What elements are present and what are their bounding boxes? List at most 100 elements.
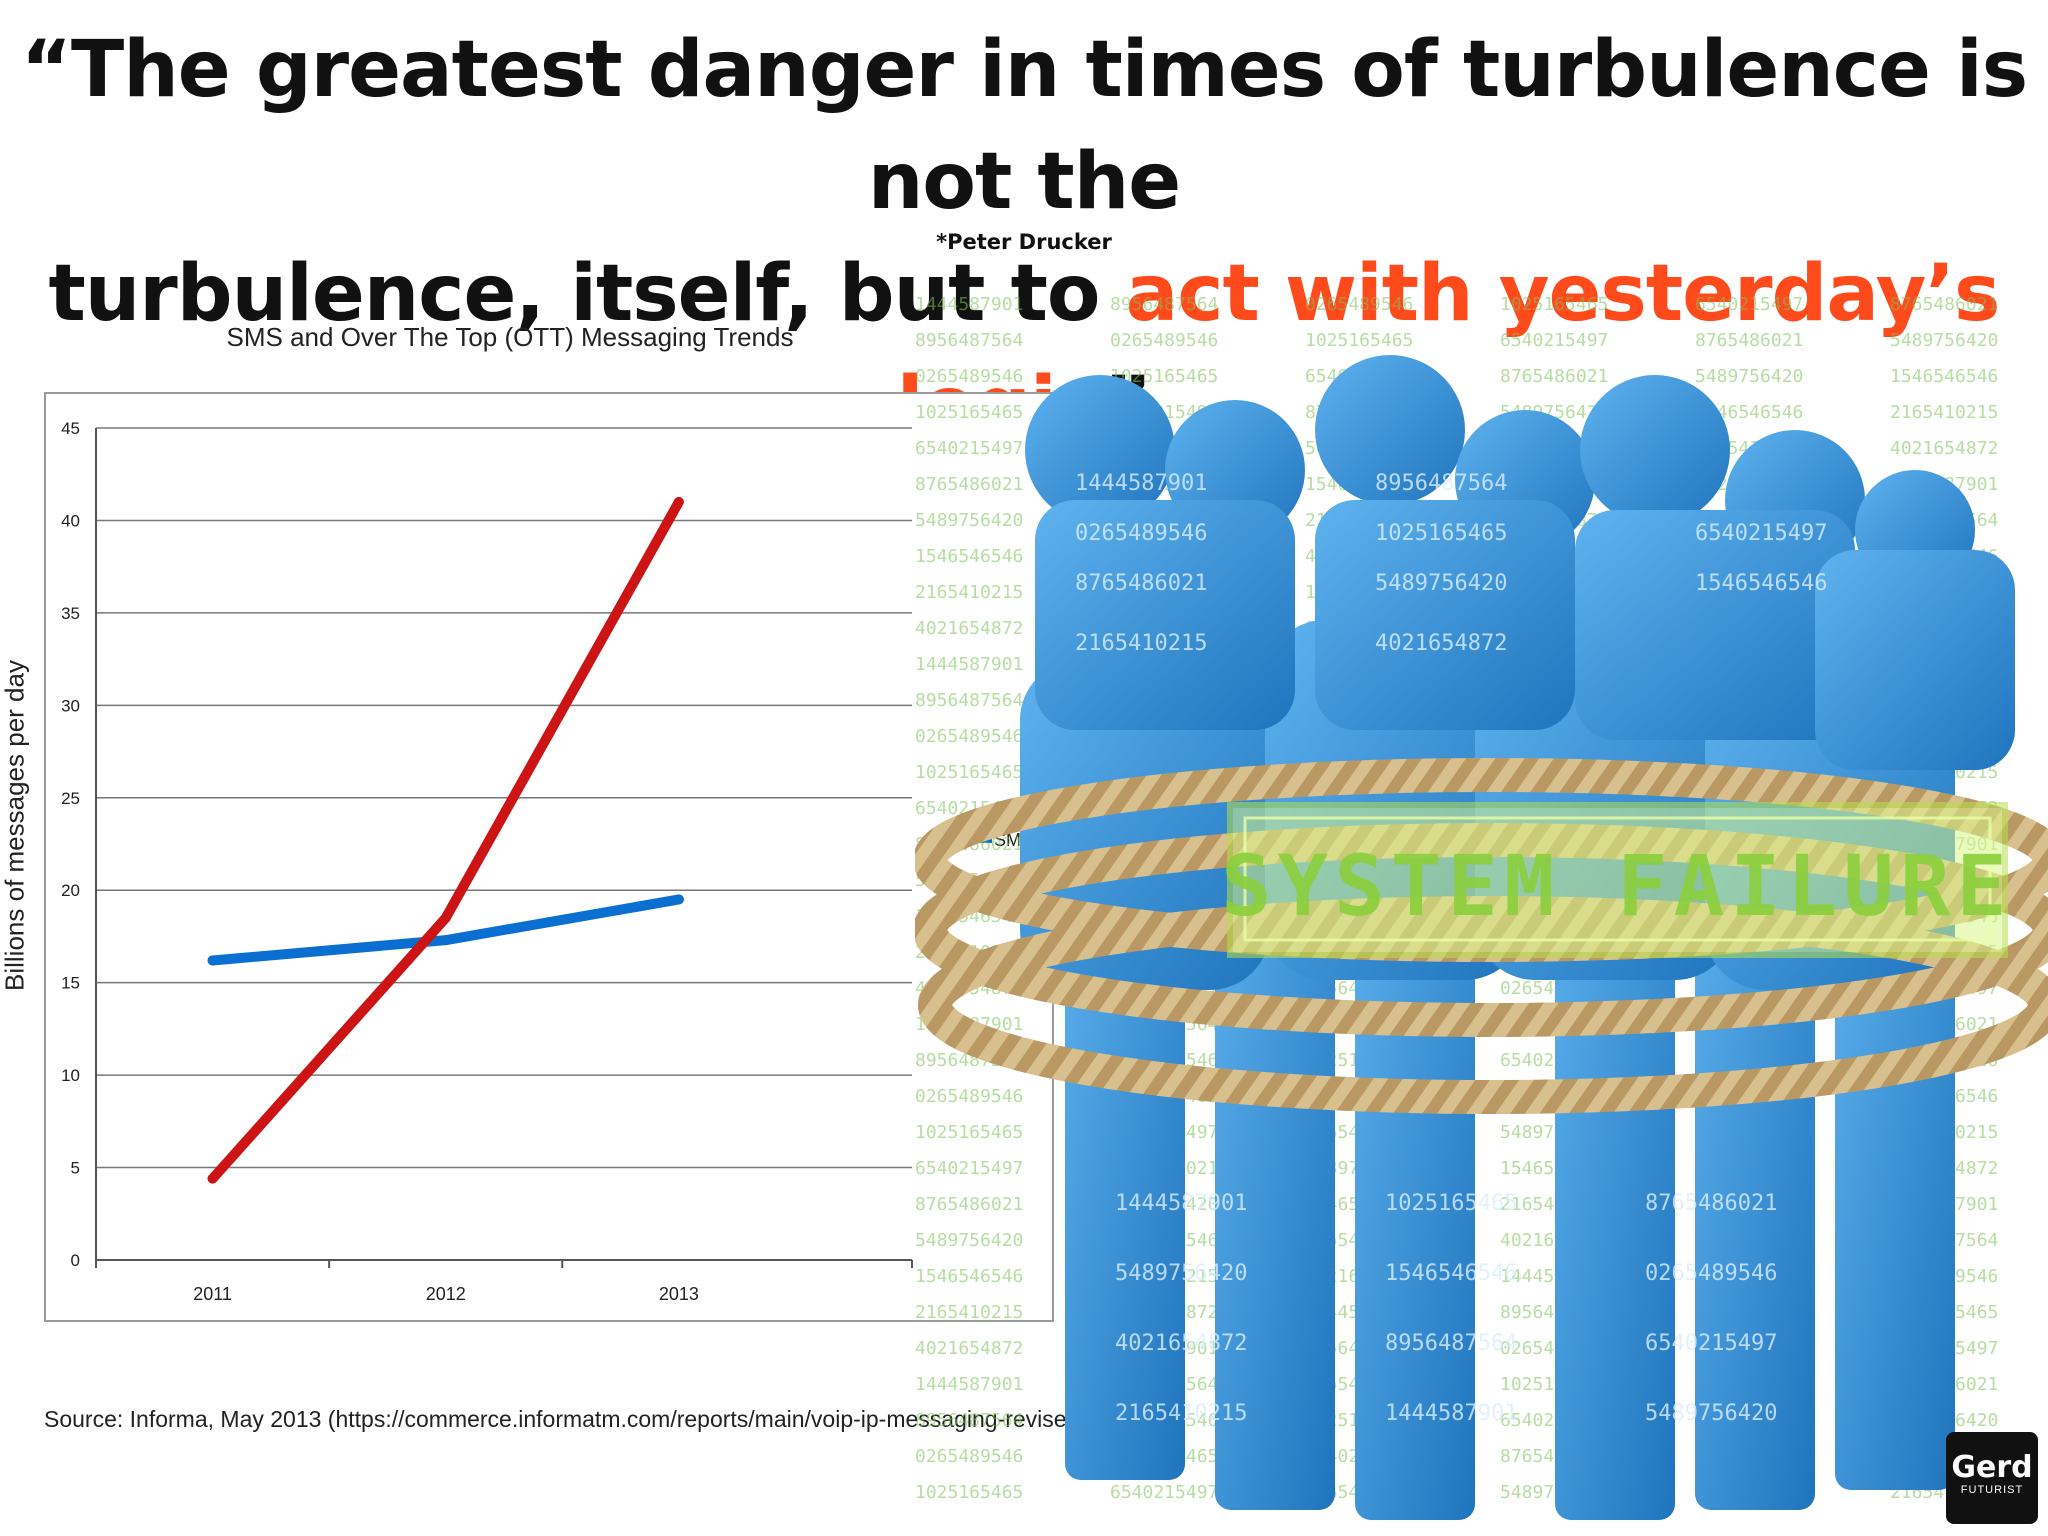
background-digit-string: 8956487564 [915, 690, 1023, 711]
y-tick-label: 15 [61, 974, 80, 993]
background-digit-string: 0265489546 [915, 1086, 1023, 1107]
svg-text:4021654872: 4021654872 [1115, 1331, 1247, 1356]
background-digit-string: 6540215497 [1110, 1482, 1218, 1503]
chart-title: SMS and Over The Top (OTT) Messaging Tre… [226, 322, 794, 352]
background-digit-string: 8956487564 [915, 330, 1023, 351]
quote-line-2-start: turbulence, itself, but to [48, 249, 1126, 339]
y-tick-label: 25 [61, 789, 80, 808]
background-digit-string: 2165410215 [915, 1302, 1023, 1323]
y-tick-label: 0 [71, 1251, 80, 1270]
y-tick-label: 10 [61, 1066, 80, 1085]
logo-subtitle: FUTURIST [1960, 1484, 2024, 1496]
svg-text:6540215497: 6540215497 [1695, 521, 1827, 546]
background-digit-string: 0265489546 [915, 1446, 1023, 1467]
background-digit-string: 8765486021 [915, 1194, 1023, 1215]
background-digit-string: 2165410215 [915, 582, 1023, 603]
svg-text:1025165465: 1025165465 [1385, 1191, 1517, 1216]
background-digit-string: 6540215497 [1695, 294, 1803, 315]
svg-text:8765486021: 8765486021 [1075, 571, 1207, 596]
background-digit-string: 0265489546 [1110, 330, 1218, 351]
y-tick-label: 40 [61, 511, 80, 530]
y-tick-label: 20 [61, 881, 80, 900]
background-digit-string: 6540215497 [915, 438, 1023, 459]
background-digit-string: 1025165465 [1110, 366, 1218, 387]
background-digit-string: 4021654872 [915, 618, 1023, 639]
data-point-ott [673, 496, 684, 507]
x-tick-label: 2012 [426, 1284, 466, 1304]
background-digit-string: 4021654872 [1890, 438, 1998, 459]
background-digit-string: 8765486021 [1695, 330, 1803, 351]
series-line-ott [207, 496, 684, 1184]
background-digit-string: 1025165465 [915, 1122, 1023, 1143]
logo-name: Gerd [1951, 1450, 2033, 1485]
background-digit-string: 1444587901 [915, 1374, 1023, 1395]
background-digit-string: 5489756420 [915, 1230, 1023, 1251]
background-digit-string: 8765486021 [915, 474, 1023, 495]
background-digit-string: 1546546546 [915, 1266, 1023, 1287]
svg-text:0265489546: 0265489546 [1645, 1261, 1777, 1286]
background-digit-string: 1444587901 [915, 654, 1023, 675]
background-digit-string: 8956487564 [1110, 294, 1218, 315]
svg-text:1546546546: 1546546546 [1385, 1261, 1517, 1286]
background-digit-string: 0265489546 [915, 366, 1023, 387]
data-point-sms [673, 894, 684, 905]
background-digit-string: 5489756420 [1695, 366, 1803, 387]
background-digit-string: 1025165465 [915, 1482, 1023, 1503]
quote-line-1: “The greatest danger in times of turbule… [20, 25, 2028, 227]
background-digit-string: 6540215497 [1500, 330, 1608, 351]
background-digit-string: 0265489546 [1305, 294, 1413, 315]
y-tick-label: 35 [61, 604, 80, 623]
svg-text:1025165465: 1025165465 [1375, 521, 1507, 546]
svg-text:5489756420: 5489756420 [1645, 1401, 1777, 1426]
svg-text:2165410215: 2165410215 [1075, 631, 1207, 656]
background-digit-string: 5489756420 [915, 510, 1023, 531]
background-digit-string: 0265489546 [915, 726, 1023, 747]
svg-text:1444587901: 1444587901 [1115, 1191, 1247, 1216]
y-tick-label: 30 [61, 696, 80, 715]
y-tick-label: 5 [71, 1159, 80, 1178]
background-digit-string: 4021654872 [915, 1338, 1023, 1359]
illustration-svg: 1444587901 8956487564 0265489546 1025165465… [915, 294, 2048, 1520]
background-digit-string: 1025165465 [1305, 330, 1413, 351]
background-digit-string: 1444587901 [915, 294, 1023, 315]
svg-text:1546546546: 1546546546 [1695, 571, 1827, 596]
background-digit-string: 1546546546 [1890, 366, 1998, 387]
background-digit-string: 2165410215 [1890, 402, 1998, 423]
data-point-sms [207, 955, 218, 966]
svg-text:2165410215: 2165410215 [1115, 1401, 1247, 1426]
background-digit-string: 1025165465 [1500, 294, 1608, 315]
chart-frame: 0 5 10 15 20 25 30 35 40 45 2011 2012 2013 SMS OTT [44, 392, 1054, 1322]
background-digit-string: 6540215497 [915, 1158, 1023, 1179]
svg-text:1444587901: 1444587901 [1075, 471, 1207, 496]
x-tick-label: 2011 [193, 1284, 232, 1304]
background-digit-string: 1546546546 [915, 546, 1023, 567]
background-digit-string: 8956487564 [915, 1410, 1023, 1431]
gerd-futurist-logo: Gerd FUTURIST [1946, 1432, 2038, 1524]
system-failure-text: SYSTEM FAILURE [1221, 837, 2013, 935]
svg-text:8956487564: 8956487564 [1375, 471, 1507, 496]
svg-text:8765486021: 8765486021 [1645, 1191, 1777, 1216]
system-failure-illustration: 1444587901 8956487564 0265489546 1025165465… [915, 290, 2048, 1536]
figure-digits: 1444587901 8956487564 0265489546 1025165… [1075, 471, 1827, 1426]
svg-text:1444587901: 1444587901 [1385, 1401, 1517, 1426]
data-point-ott [207, 1173, 218, 1184]
data-point-ott [440, 912, 451, 923]
background-digit-string: 5489756420 [1890, 330, 1998, 351]
background-digit-string: 1025165465 [915, 402, 1023, 423]
system-failure-banner: SYSTEM FAILURE [1221, 802, 2013, 958]
svg-text:8956487564: 8956487564 [1385, 1331, 1517, 1356]
y-tick-label: 45 [61, 419, 80, 438]
x-tick-label: 2013 [659, 1284, 699, 1304]
svg-text:5489756420: 5489756420 [1375, 571, 1507, 596]
svg-text:5489756420: 5489756420 [1115, 1261, 1247, 1286]
data-point-sms [440, 935, 451, 946]
y-axis-label: Billions of messages per day [0, 660, 30, 991]
background-digit-string: 1025165465 [915, 762, 1023, 783]
svg-text:0265489546: 0265489546 [1075, 521, 1207, 546]
background-digit-string: 8765486021 [1500, 366, 1608, 387]
svg-text:6540215497: 6540215497 [1645, 1331, 1777, 1356]
quote-attribution: *Peter Drucker [936, 230, 1112, 254]
svg-text:4021654872: 4021654872 [1375, 631, 1507, 656]
background-digit-string: 8765486021 [1890, 294, 1998, 315]
